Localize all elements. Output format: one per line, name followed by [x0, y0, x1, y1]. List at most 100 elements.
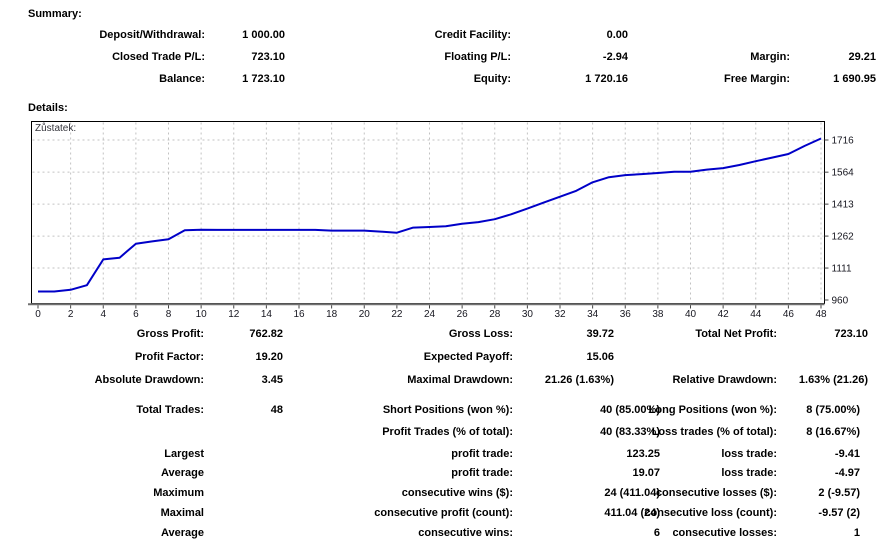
y-tick-label: 1262 [832, 232, 855, 243]
trades-row: Profit Trades (% of total): 40 (83.33%) … [0, 426, 894, 440]
y-tick-label: 1564 [832, 168, 855, 179]
x-tick-label: 40 [685, 309, 697, 320]
x-tick-label: 46 [783, 309, 795, 320]
stat-value: 1 690.95 [833, 73, 876, 85]
chart-title: Zůstatek: [35, 123, 77, 134]
stats-row: Absolute Drawdown: 3.45 Maximal Drawdown… [0, 374, 894, 388]
stat-value: 8 (75.00%) [806, 404, 860, 416]
stat-value: -2.94 [602, 51, 628, 63]
stat-label: consecutive loss (count): [644, 507, 777, 519]
stat-value: 15.06 [586, 351, 614, 363]
stat-label: Equity: [473, 73, 511, 85]
stat-value: -4.97 [834, 467, 860, 479]
stat-label: Total Net Profit: [695, 328, 777, 340]
stat-value: 1 720.16 [585, 73, 628, 85]
stat-value: 29.21 [848, 51, 876, 63]
x-tick-label: 48 [815, 309, 827, 320]
stat-label: Average [160, 467, 204, 479]
stat-label: Total Trades: [136, 404, 204, 416]
stat-value: 40 (85.00%) [600, 404, 660, 416]
trades-row: Maximum consecutive wins ($): 24 (411.04… [0, 487, 894, 501]
summary-row: Deposit/Withdrawal: 1 000.00 Credit Faci… [0, 29, 894, 43]
stat-label: consecutive profit (count): [374, 507, 513, 519]
stat-label: Loss trades (% of total): [651, 426, 777, 438]
x-tick-label: 26 [457, 309, 469, 320]
x-tick-label: 6 [133, 309, 139, 320]
stat-value: 6 [653, 527, 660, 539]
stat-label: consecutive wins: [418, 527, 513, 539]
stat-label: Absolute Drawdown: [94, 374, 204, 386]
stat-label: Deposit/Withdrawal: [99, 29, 205, 41]
stat-label: Profit Trades (% of total): [382, 426, 513, 438]
x-tick-label: 24 [424, 309, 436, 320]
x-tick-label: 34 [587, 309, 599, 320]
stat-value: 411.04 (24) [604, 507, 660, 519]
y-tick-label: 1111 [832, 264, 852, 275]
x-tick-label: 4 [100, 309, 106, 320]
x-tick-label: 42 [718, 309, 730, 320]
stat-value: 2 (-9.57) [818, 487, 860, 499]
stat-value: 723.10 [834, 328, 868, 340]
stat-value: 123.25 [626, 448, 660, 460]
x-tick-label: 18 [326, 309, 338, 320]
stat-value: 21.26 (1.63%) [544, 374, 614, 386]
summary-heading: Summary: [28, 8, 82, 20]
stat-label: profit trade: [451, 467, 513, 479]
plot-frame [31, 121, 825, 304]
balance-chart: 0 2 4 6 8 10 12 14 16 18 20 22 24 26 28 30 32 34 36 38 40 42 4… [28, 117, 894, 325]
x-tick-label: 10 [196, 309, 208, 320]
x-tick-label: 36 [620, 309, 632, 320]
stat-label: Floating P/L: [444, 51, 511, 63]
stat-label: Long Positions (won %): [648, 404, 777, 416]
stat-label: Largest [164, 448, 204, 460]
y-tick-label: 1413 [832, 200, 855, 211]
stat-value: 8 (16.67%) [806, 426, 860, 438]
details-heading: Details: [28, 102, 68, 114]
stat-value: 19.20 [255, 351, 283, 363]
stat-label: loss trade: [721, 467, 777, 479]
stat-value: 40 (83.33%) [600, 426, 660, 438]
summary-row: Closed Trade P/L: 723.10 Floating P/L: -… [0, 51, 894, 65]
stat-value: 0.00 [606, 29, 628, 41]
stat-value: 48 [270, 404, 283, 416]
x-tick-label: 44 [750, 309, 762, 320]
stat-value: 1 723.10 [242, 73, 285, 85]
x-tick-label: 12 [228, 309, 240, 320]
x-tick-label: 20 [359, 309, 371, 320]
stat-label: Credit Facility: [434, 29, 511, 41]
stat-label: consecutive wins ($): [401, 487, 513, 499]
stat-label: Gross Loss: [448, 328, 513, 340]
stat-label: profit trade: [451, 448, 513, 460]
stat-label: Margin: [750, 51, 790, 63]
stat-label: Gross Profit: [136, 328, 204, 340]
x-tick-label: 2 [68, 309, 74, 320]
x-tick-label: 22 [391, 309, 403, 320]
stat-value: 24 (411.04) [604, 487, 660, 499]
x-tick-label: 38 [652, 309, 664, 320]
balance-line [38, 137, 822, 293]
stat-value: 1.63% (21.26) [798, 374, 868, 386]
stat-value: -9.57 (2) [818, 507, 860, 519]
stat-label: consecutive losses ($): [655, 487, 777, 499]
stat-label: Maximum [153, 487, 204, 499]
stat-value: 723.10 [251, 51, 285, 63]
stat-value: 39.72 [586, 328, 614, 340]
balance-chart-svg: 0 2 4 6 8 10 12 14 16 18 20 22 24 26 28 30 32 34 36 38 40 42 4… [28, 121, 855, 320]
stat-value: 19.07 [632, 467, 660, 479]
y-tick-label: 960 [832, 296, 849, 307]
stat-label: Balance: [159, 73, 205, 85]
stat-label: Relative Drawdown: [672, 374, 777, 386]
stat-label: Expected Payoff: [423, 351, 513, 363]
stat-label: Average [160, 527, 204, 539]
x-tick-label: 28 [489, 309, 501, 320]
stat-value: 762.82 [249, 328, 283, 340]
x-tick-label: 32 [554, 309, 566, 320]
stat-value: 3.45 [261, 374, 283, 386]
x-tick-label: 30 [522, 309, 534, 320]
stat-value: -9.41 [834, 448, 860, 460]
x-tick-label: 0 [35, 309, 41, 320]
stat-label: Profit Factor: [134, 351, 204, 363]
stat-label: Short Positions (won %): [382, 404, 513, 416]
trades-row: Average profit trade: 19.07 loss trade: … [0, 467, 894, 481]
